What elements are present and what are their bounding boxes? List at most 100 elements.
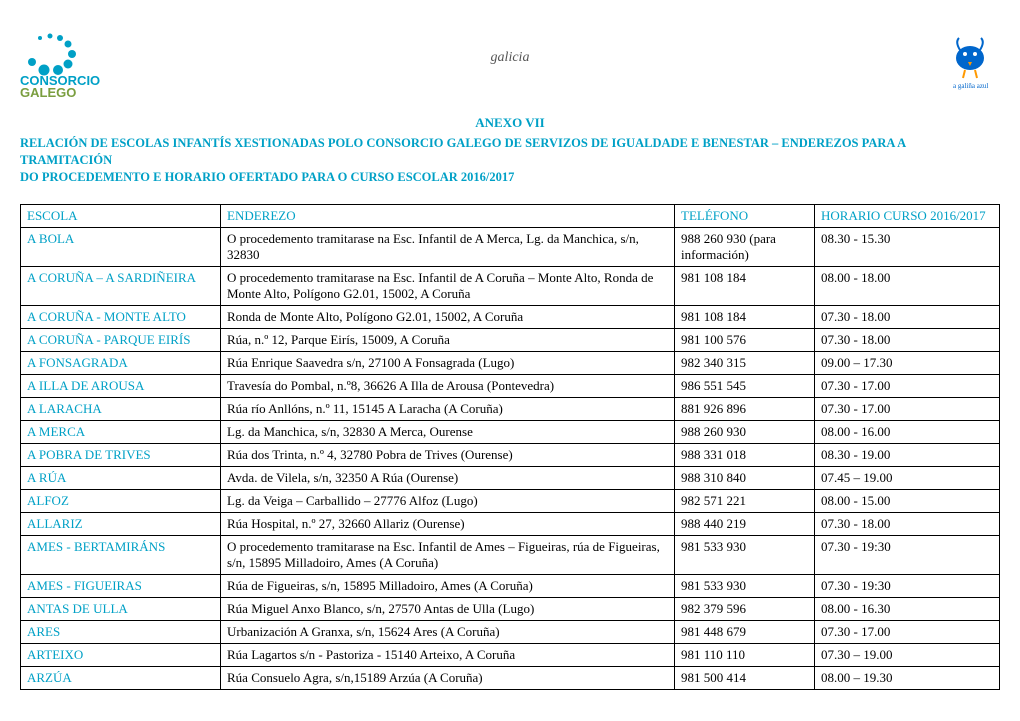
cell-escola: AMES - FIGUEIRAS [21, 574, 221, 597]
consorcio-logo-icon: CONSORCIO GALEGO [20, 30, 140, 100]
cell-escola: A CORUÑA - PARQUE EIRÍS [21, 328, 221, 351]
cell-enderezo: Lg. da Veiga – Carballido – 27776 Alfoz … [221, 489, 675, 512]
table-row: A FONSAGRADARúa Enrique Saavedra s/n, 27… [21, 351, 1000, 374]
cell-horario: 07.30 - 19:30 [815, 535, 1000, 574]
table-row: ALFOZLg. da Veiga – Carballido – 27776 A… [21, 489, 1000, 512]
cell-telefono: 988 260 930 [675, 420, 815, 443]
anexo-title: ANEXO VII [20, 115, 1000, 131]
cell-horario: 08.30 - 19.00 [815, 443, 1000, 466]
table-header-row: ESCOLA ENDEREZO TELÉFONO HORARIO CURSO 2… [21, 204, 1000, 227]
cell-telefono: 981 108 184 [675, 305, 815, 328]
cell-horario: 09.00 – 17.30 [815, 351, 1000, 374]
svg-text:a galiña azul: a galiña azul [953, 82, 988, 90]
cell-enderezo: Rúa, n.º 12, Parque Eirís, 15009, A Coru… [221, 328, 675, 351]
cell-horario: 07.45 – 19.00 [815, 466, 1000, 489]
title-block: ANEXO VII RELACIÓN DE ESCOLAS INFANTÍS X… [20, 115, 1000, 186]
table-row: AMES - FIGUEIRASRúa de Figueiras, s/n, 1… [21, 574, 1000, 597]
cell-enderezo: Lg. da Manchica, s/n, 32830 A Merca, Our… [221, 420, 675, 443]
header-telefono: TELÉFONO [675, 204, 815, 227]
table-row: ALLARIZRúa Hospital, n.º 27, 32660 Allar… [21, 512, 1000, 535]
cell-enderezo: O procedemento tramitarase na Esc. Infan… [221, 535, 675, 574]
cell-telefono: 881 926 896 [675, 397, 815, 420]
cell-escola: ARTEIXO [21, 643, 221, 666]
cell-horario: 08.30 - 15.30 [815, 227, 1000, 266]
galicia-label: galicia [491, 50, 530, 66]
galina-azul-icon: a galiña azul [945, 30, 995, 90]
cell-enderezo: Rúa dos Trinta, n.º 4, 32780 Pobra de Tr… [221, 443, 675, 466]
svg-text:GALEGO: GALEGO [20, 85, 76, 100]
schools-table: ESCOLA ENDEREZO TELÉFONO HORARIO CURSO 2… [20, 204, 1000, 690]
logo-galina-azul: a galiña azul [940, 30, 1000, 100]
table-row: AMES - BERTAMIRÁNSO procedemento tramita… [21, 535, 1000, 574]
header-enderezo: ENDEREZO [221, 204, 675, 227]
cell-enderezo: Urbanización A Granxa, s/n, 15624 Ares (… [221, 620, 675, 643]
cell-escola: A CORUÑA – A SARDIÑEIRA [21, 266, 221, 305]
table-row: A MERCALg. da Manchica, s/n, 32830 A Mer… [21, 420, 1000, 443]
header-escola: ESCOLA [21, 204, 221, 227]
cell-enderezo: Rúa Miguel Anxo Blanco, s/n, 27570 Antas… [221, 597, 675, 620]
cell-escola: ALFOZ [21, 489, 221, 512]
cell-enderezo: Rúa Enrique Saavedra s/n, 27100 A Fonsag… [221, 351, 675, 374]
logo-consorcio: CONSORCIO GALEGO [20, 30, 140, 100]
cell-telefono: 986 551 545 [675, 374, 815, 397]
cell-enderezo: Rúa Consuelo Agra, s/n,15189 Arzúa (A Co… [221, 666, 675, 689]
cell-horario: 07.30 - 18.00 [815, 305, 1000, 328]
cell-telefono: 982 379 596 [675, 597, 815, 620]
cell-escola: A ILLA DE AROUSA [21, 374, 221, 397]
cell-enderezo: Avda. de Vilela, s/n, 32350 A Rúa (Ouren… [221, 466, 675, 489]
cell-horario: 08.00 – 19.30 [815, 666, 1000, 689]
cell-escola: A FONSAGRADA [21, 351, 221, 374]
cell-horario: 07.30 - 17.00 [815, 397, 1000, 420]
cell-horario: 07.30 - 17.00 [815, 374, 1000, 397]
table-row: A BOLAO procedemento tramitarase na Esc.… [21, 227, 1000, 266]
subtitle-line1: RELACIÓN DE ESCOLAS INFANTÍS XESTIONADAS… [20, 135, 1000, 169]
cell-telefono: 988 331 018 [675, 443, 815, 466]
cell-horario: 08.00 - 18.00 [815, 266, 1000, 305]
cell-telefono: 982 571 221 [675, 489, 815, 512]
cell-telefono: 981 108 184 [675, 266, 815, 305]
cell-escola: ARZÚA [21, 666, 221, 689]
cell-escola: ALLARIZ [21, 512, 221, 535]
cell-horario: 07.30 - 18.00 [815, 328, 1000, 351]
cell-telefono: 988 260 930 (para información) [675, 227, 815, 266]
table-row: A LARACHARúa río Anllóns, n.º 11, 15145 … [21, 397, 1000, 420]
cell-enderezo: Rúa río Anllóns, n.º 11, 15145 A Laracha… [221, 397, 675, 420]
cell-enderezo: Ronda de Monte Alto, Polígono G2.01, 150… [221, 305, 675, 328]
cell-escola: ANTAS DE ULLA [21, 597, 221, 620]
table-row: A CORUÑA - PARQUE EIRÍSRúa, n.º 12, Parq… [21, 328, 1000, 351]
cell-horario: 07.30 - 17.00 [815, 620, 1000, 643]
cell-escola: AMES - BERTAMIRÁNS [21, 535, 221, 574]
cell-horario: 08.00 - 16.30 [815, 597, 1000, 620]
cell-escola: ARES [21, 620, 221, 643]
table-row: A CORUÑA - MONTE ALTORonda de Monte Alto… [21, 305, 1000, 328]
cell-telefono: 981 448 679 [675, 620, 815, 643]
cell-escola: A LARACHA [21, 397, 221, 420]
cell-telefono: 988 440 219 [675, 512, 815, 535]
cell-horario: 07.30 - 19:30 [815, 574, 1000, 597]
header-bar: CONSORCIO GALEGO galicia a galiña azul [20, 30, 1000, 100]
cell-enderezo: O procedemento tramitarase na Esc. Infan… [221, 227, 675, 266]
cell-telefono: 988 310 840 [675, 466, 815, 489]
cell-enderezo: Rúa Hospital, n.º 27, 32660 Allariz (Our… [221, 512, 675, 535]
table-row: A RÚAAvda. de Vilela, s/n, 32350 A Rúa (… [21, 466, 1000, 489]
cell-enderezo: Rúa de Figueiras, s/n, 15895 Milladoiro,… [221, 574, 675, 597]
table-row: ARZÚARúa Consuelo Agra, s/n,15189 Arzúa … [21, 666, 1000, 689]
table-row: A CORUÑA – A SARDIÑEIRAO procedemento tr… [21, 266, 1000, 305]
cell-horario: 07.30 - 18.00 [815, 512, 1000, 535]
cell-horario: 07.30 – 19.00 [815, 643, 1000, 666]
cell-escola: A BOLA [21, 227, 221, 266]
table-row: ARTEIXORúa Lagartos s/n - Pastoriza - 15… [21, 643, 1000, 666]
cell-telefono: 981 500 414 [675, 666, 815, 689]
cell-enderezo: O procedemento tramitarase na Esc. Infan… [221, 266, 675, 305]
table-row: A ILLA DE AROUSATravesía do Pombal, n.º8… [21, 374, 1000, 397]
cell-escola: A RÚA [21, 466, 221, 489]
cell-horario: 08.00 - 16.00 [815, 420, 1000, 443]
cell-enderezo: Rúa Lagartos s/n - Pastoriza - 15140 Art… [221, 643, 675, 666]
table-row: ARESUrbanización A Granxa, s/n, 15624 Ar… [21, 620, 1000, 643]
header-horario: HORARIO CURSO 2016/2017 [815, 204, 1000, 227]
table-row: A POBRA DE TRIVESRúa dos Trinta, n.º 4, … [21, 443, 1000, 466]
cell-escola: A POBRA DE TRIVES [21, 443, 221, 466]
subtitle-line2: DO PROCEDEMENTO E HORARIO OFERTADO PARA … [20, 169, 1000, 186]
cell-horario: 08.00 - 15.00 [815, 489, 1000, 512]
cell-telefono: 981 533 930 [675, 574, 815, 597]
